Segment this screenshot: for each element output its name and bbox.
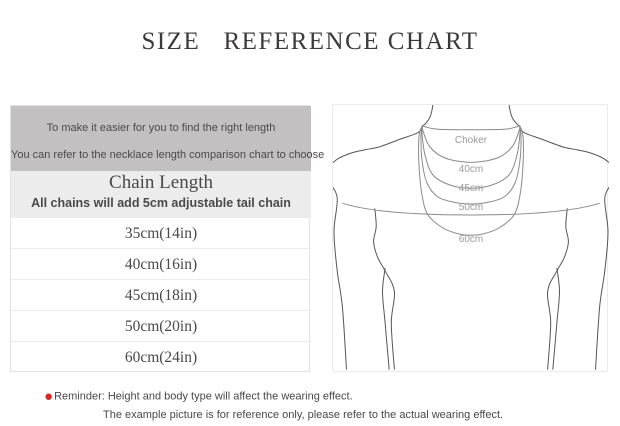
- svg-text:50cm: 50cm: [459, 202, 483, 213]
- svg-text:60cm: 60cm: [459, 234, 483, 245]
- svg-text:Choker: Choker: [455, 135, 488, 146]
- svg-text:40cm: 40cm: [459, 164, 483, 175]
- svg-text:45cm: 45cm: [459, 183, 483, 194]
